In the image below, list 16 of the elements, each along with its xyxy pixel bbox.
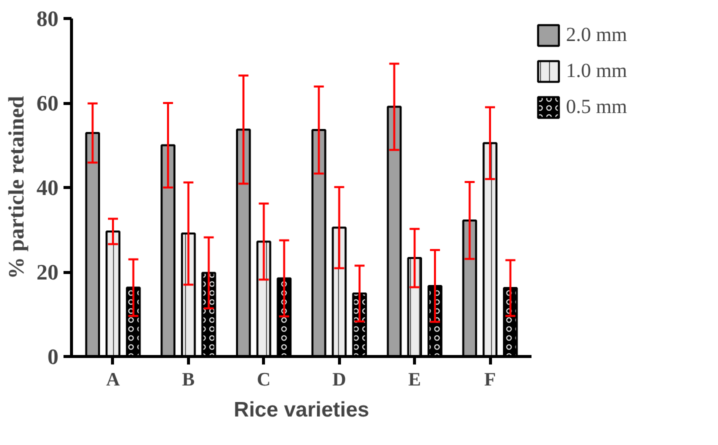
y-axis-title: % particle retained bbox=[4, 96, 28, 279]
y-tick-label: 80 bbox=[36, 6, 58, 31]
legend-label: 0.5 mm bbox=[566, 96, 628, 118]
x-tick-label: E bbox=[408, 370, 421, 390]
x-tick-label: B bbox=[182, 370, 196, 390]
x-tick-label: D bbox=[332, 370, 346, 390]
y-tick-label: 60 bbox=[36, 90, 58, 116]
y-tick-label: 0 bbox=[48, 344, 58, 369]
x-tick-label: F bbox=[484, 370, 496, 390]
x-tick-label: C bbox=[256, 370, 271, 390]
x-tick-label: A bbox=[106, 370, 120, 390]
legend-label: 2.0 mm bbox=[566, 24, 628, 46]
y-tick-label: 20 bbox=[36, 260, 58, 284]
x-axis-title: Rice varieties bbox=[234, 398, 370, 422]
y-tick-label: 40 bbox=[36, 175, 58, 200]
legend-label: 1.0 mm bbox=[566, 60, 628, 82]
